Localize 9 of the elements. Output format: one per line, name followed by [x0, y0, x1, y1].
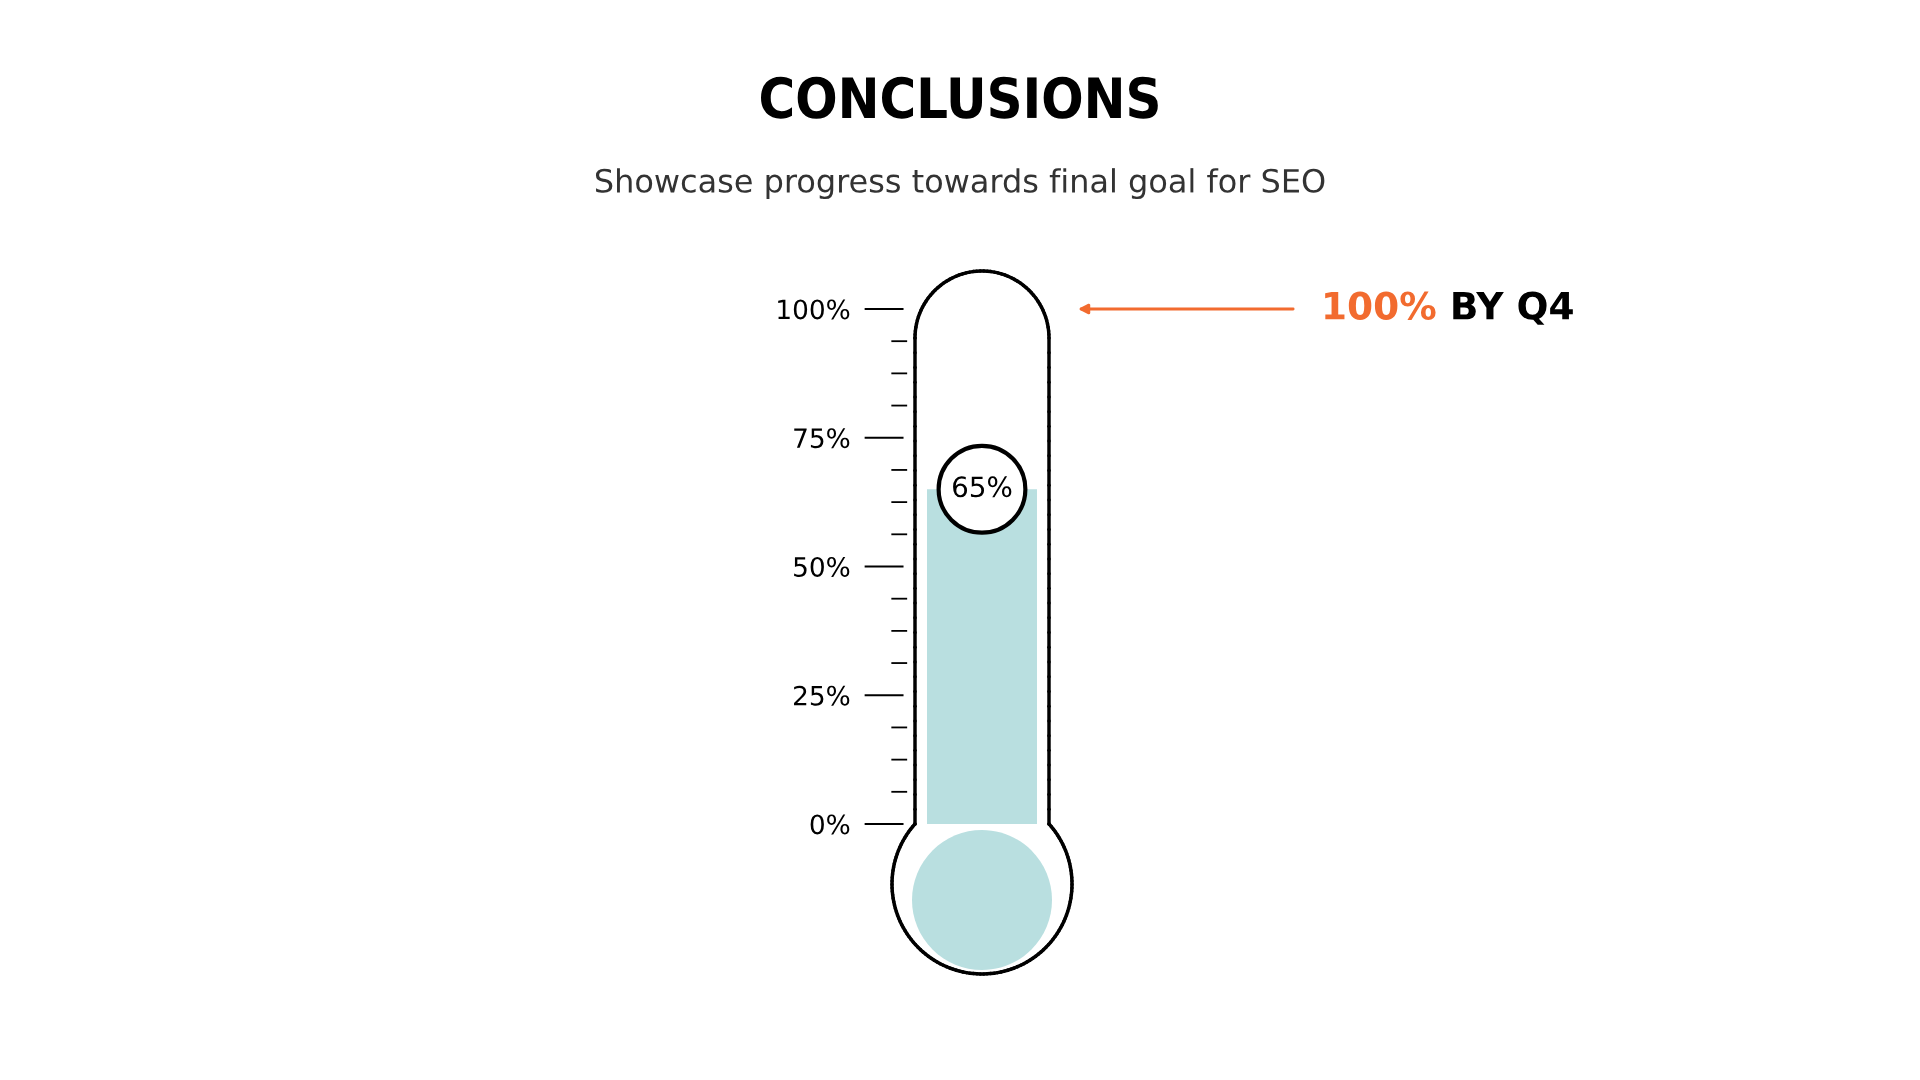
y-tick-label: 100% [778, 299, 850, 320]
chart-subtitle: Showcase progress towards final goal for SEO [595, 168, 1325, 200]
y-tick-label: 0% [810, 814, 850, 835]
y-tick-label: 50% [794, 556, 850, 577]
chart-title: CONCLUSIONS [761, 76, 1158, 119]
data-label: 65% [953, 476, 1012, 498]
y-tick-label: 75% [794, 428, 850, 449]
y-tick-label: 25% [794, 685, 850, 706]
text: 100% BY Q4 [1325, 291, 1573, 325]
